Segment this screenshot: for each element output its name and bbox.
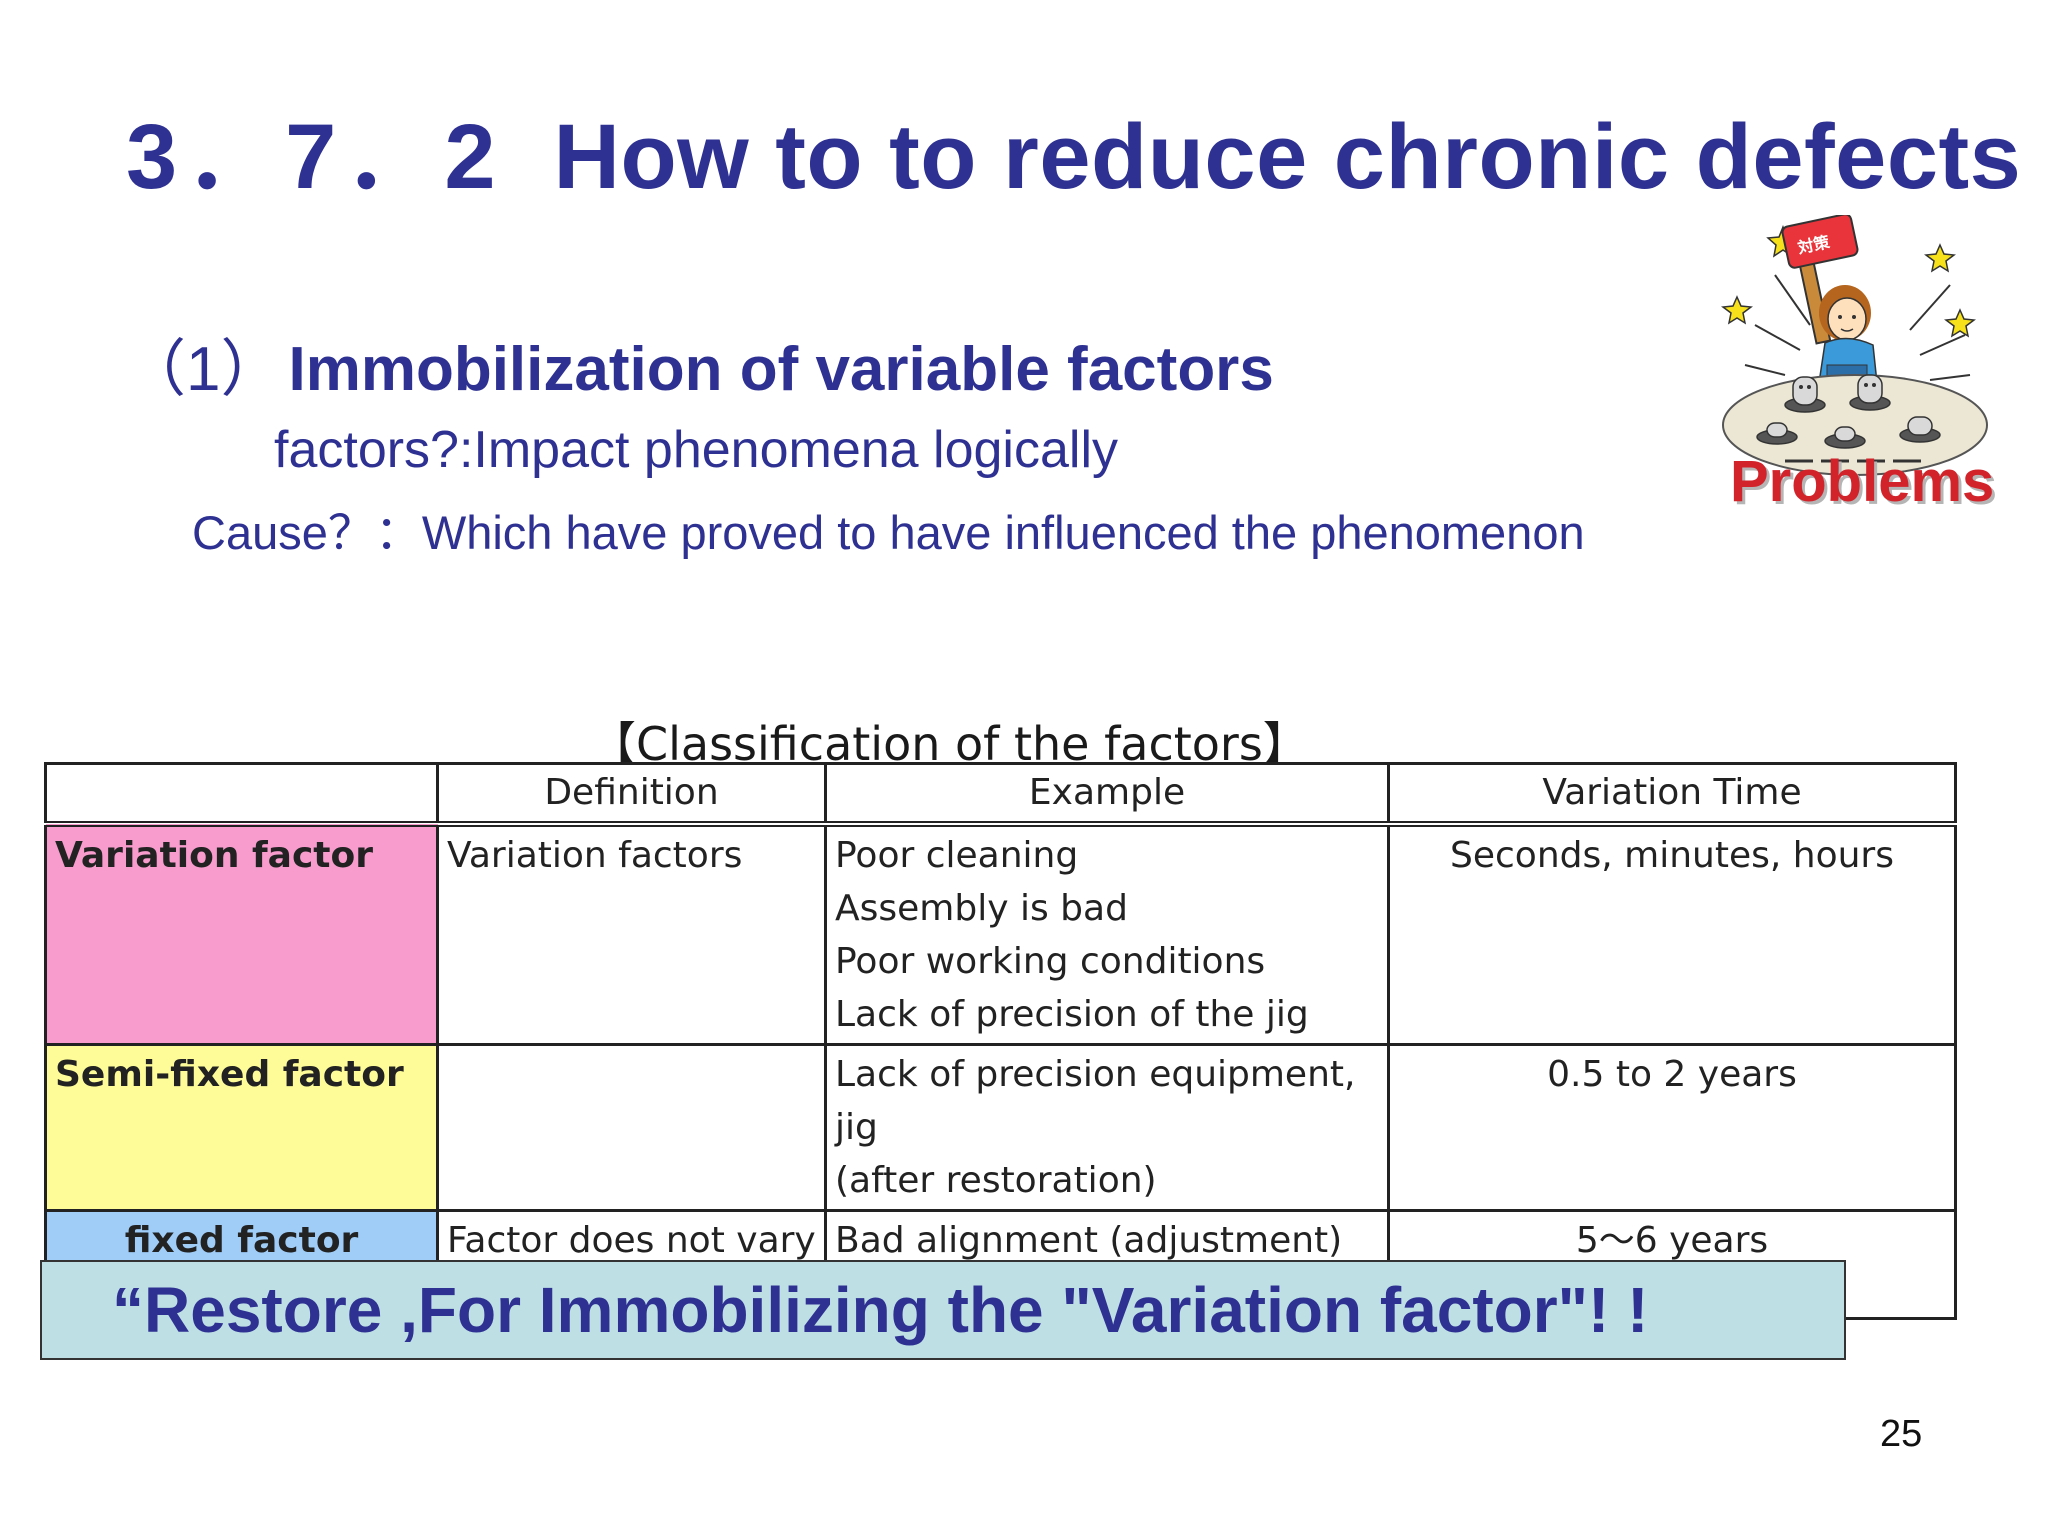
variation-time-cell: Seconds, minutes, hours [1387,822,1957,1046]
definition-cell: Variation factors [436,822,827,1046]
header-cell-example: Example [824,762,1390,827]
star-icon [1944,308,1976,338]
section-number: （1） [124,335,283,404]
example-line: Poor working conditions [835,941,1266,982]
whack-a-mole-clipart: 対策 [1721,215,1988,476]
factor-name-cell: Variation factor [44,822,439,1046]
callout-banner: “Restore ,For Immobilizing the "Variatio… [40,1260,1846,1360]
factor-classification-table: Definition Example Variation Time Variat… [44,762,1957,1320]
header-cell-definition: Definition [436,762,827,827]
slide-title-number: 3．7．2 [126,106,504,208]
example-line: Poor cleaning [835,835,1079,876]
section-heading-text: Immobilization of variable factors [288,335,1274,404]
cause-definition-line: Cause？：Which have proved to have influen… [192,506,1585,559]
example-cell: Poor cleaning Assembly is bad Poor worki… [824,822,1390,1046]
table-row: Variation factor Variation factors Poor … [44,822,1957,1046]
table-row: Semi-fixed factor Lack of precision equi… [44,1043,1957,1212]
slide-title: 3．7．2 How to to reduce chronic defects [126,82,2021,215]
problems-label: Problems [1730,449,1995,514]
star-icon [1924,243,1956,273]
definition-cell [436,1043,827,1212]
slide-title-text: How to to reduce chronic defects [553,106,2022,208]
factor-name-cell: Semi-fixed factor [44,1043,439,1212]
example-cell: Lack of precision equipment, jig (after … [824,1043,1390,1212]
example-line: Bad alignment (adjustment) [835,1220,1343,1261]
variation-time-cell: 0.5 to 2 years [1387,1043,1957,1212]
example-line: Assembly is bad [835,888,1128,929]
header-cell-variation-time: Variation Time [1387,762,1957,827]
example-line: Lack of precision of the jig [835,994,1309,1035]
factors-definition-line: factors?:Impact phenomena logically [274,421,1119,479]
star-icon [1721,295,1753,325]
example-line: Lack of precision equipment, jig [835,1054,1356,1148]
header-cell-factor [44,762,439,827]
page-number: 25 [1880,1413,1923,1455]
table-title: 【Classification of the factors】 [590,717,1309,771]
table-header-row: Definition Example Variation Time [44,762,1957,827]
example-line: (after restoration) [835,1160,1157,1201]
section-heading: （1）Immobilization of variable factors [124,318,1274,408]
